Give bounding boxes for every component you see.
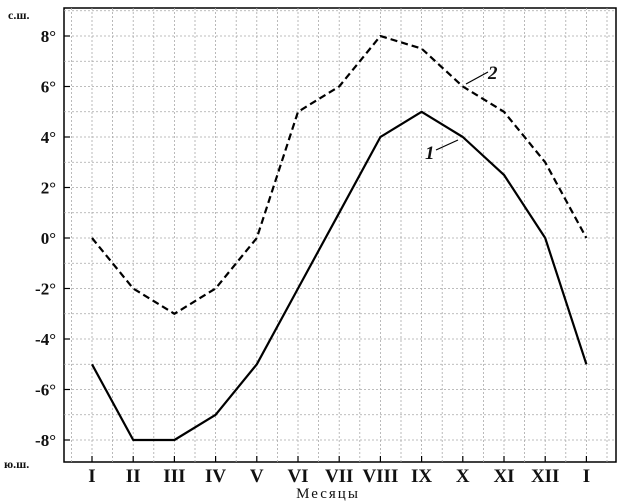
x-tick-label: VII — [325, 466, 354, 487]
series-1-label: 1 — [425, 143, 435, 164]
x-tick-label: I — [583, 466, 590, 487]
x-tick-label: II — [126, 466, 141, 487]
x-tick-label: X — [456, 466, 470, 487]
grid — [64, 8, 616, 462]
y-tick-label: -4° — [35, 330, 56, 349]
x-tick-label: XII — [531, 466, 560, 487]
y-axis-ticks: 8° 6° 4° 2° 0° -2° -4° -6° -8° — [35, 27, 70, 450]
x-tick-label: V — [250, 466, 264, 487]
series-lines — [91, 34, 588, 442]
series-line-1 — [91, 110, 588, 442]
x-axis-ticks: I II III IV V VI VII VIII IX X XI XII I — [88, 456, 590, 487]
series-2-leader — [465, 71, 489, 85]
x-tick-label: VI — [287, 466, 308, 487]
y-tick-label: 6° — [41, 78, 56, 97]
series-2-label: 2 — [487, 63, 498, 84]
south-hemisphere-label: ю.ш. — [4, 457, 29, 471]
x-tick-label: IV — [205, 466, 226, 487]
x-axis-title: Месяцы — [296, 486, 360, 501]
series-1-leader — [435, 139, 459, 151]
plot-frame — [63, 7, 617, 463]
series-line-2 — [91, 34, 588, 315]
y-tick-label: -2° — [35, 280, 56, 299]
x-tick-label: VIII — [362, 466, 398, 487]
y-tick-label: -6° — [35, 381, 56, 400]
y-tick-label: 0° — [41, 229, 56, 248]
north-hemisphere-label: с.ш. — [8, 8, 29, 22]
series-label-leaders — [435, 71, 489, 151]
x-tick-label: I — [88, 466, 95, 487]
y-tick-label: -8° — [35, 431, 56, 450]
x-tick-label: XI — [493, 466, 514, 487]
x-tick-label: III — [163, 466, 185, 487]
y-tick-label: 8° — [41, 27, 56, 46]
y-tick-label: 2° — [41, 179, 56, 198]
y-tick-label: 4° — [41, 128, 56, 147]
x-tick-label: IX — [411, 466, 432, 487]
